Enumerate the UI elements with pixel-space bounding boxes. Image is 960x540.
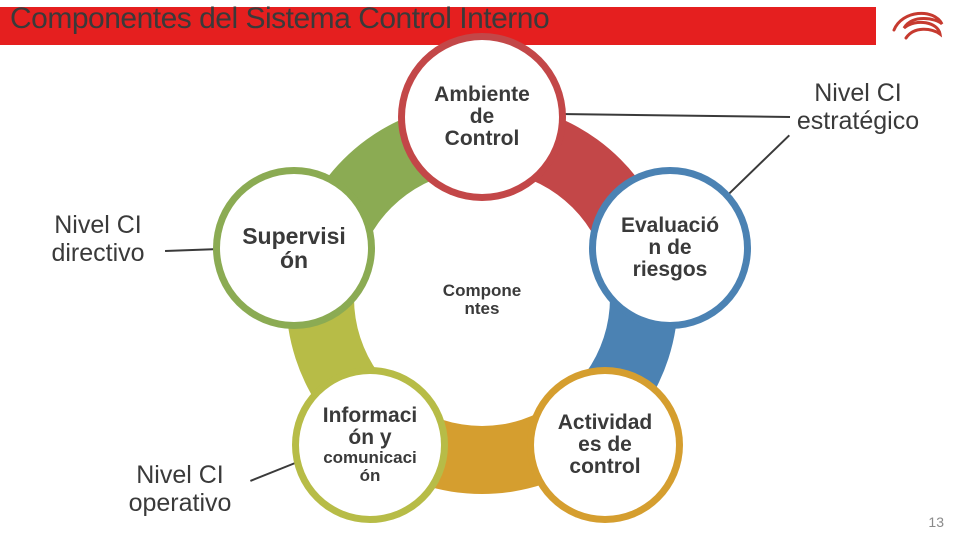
label-estrategico: Nivel CIestratégico bbox=[778, 80, 938, 135]
label-directivo: Nivel CIdirectivo bbox=[28, 212, 168, 267]
label-operativo: Nivel CIoperativo bbox=[110, 462, 250, 517]
circle-label-hub: Componentes bbox=[443, 282, 521, 318]
circle-label-supervision: Supervisión bbox=[242, 224, 346, 272]
circle-label-ambiente: AmbientedeControl bbox=[434, 84, 530, 150]
circle-label-evaluacion: Evaluación deriesgos bbox=[621, 215, 719, 281]
circle-label-informacion: Información ycomunicación bbox=[323, 405, 418, 485]
circle-label-actividades: Actividades decontrol bbox=[558, 412, 653, 478]
page-number: 13 bbox=[928, 514, 944, 530]
